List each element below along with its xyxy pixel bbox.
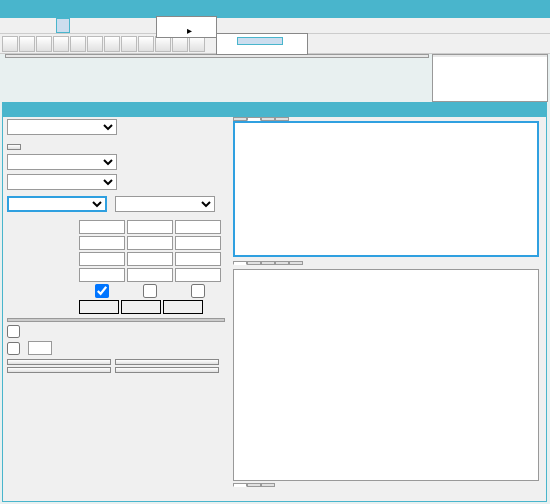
strategy-window [2, 102, 547, 502]
tab-positions[interactable] [233, 117, 247, 121]
risk-s2[interactable] [175, 252, 221, 266]
submenu-create-strategy[interactable] [237, 37, 283, 45]
update-data-button[interactable] [7, 359, 111, 365]
tb-btn-3[interactable] [36, 36, 52, 52]
tb-btn-5[interactable] [70, 36, 86, 52]
btab-price[interactable] [233, 483, 247, 487]
load-strategy-button[interactable] [115, 359, 219, 365]
tb-btn-9[interactable] [138, 36, 154, 52]
price-chart-panel [432, 54, 548, 102]
base-asset-combo[interactable] [7, 196, 107, 212]
color-s2[interactable] [163, 300, 203, 314]
extensions-dropdown [156, 16, 217, 38]
submenu-create-vol-chart[interactable] [237, 45, 283, 51]
greeks-table [7, 318, 225, 322]
vol-fact[interactable] [79, 236, 125, 250]
menu-broker[interactable] [42, 18, 54, 33]
account-combo[interactable] [7, 174, 117, 190]
chart-tab-profit[interactable] [233, 261, 247, 265]
tb-btn-10[interactable] [155, 36, 171, 52]
vol-s2[interactable] [175, 236, 221, 250]
update-market-cb[interactable] [7, 342, 20, 355]
tab-market[interactable] [275, 117, 289, 121]
show-profit-currency-cb[interactable] [7, 325, 20, 338]
params-table-title [6, 55, 428, 57]
tb-btn-7[interactable] [104, 36, 120, 52]
chart-tab-gamma[interactable] [261, 261, 275, 265]
risk-fact[interactable] [79, 252, 125, 266]
dropdown-strategy[interactable] [157, 23, 216, 29]
btab-days[interactable] [247, 483, 261, 487]
price-s2[interactable] [175, 220, 221, 234]
greeks-s1 [116, 320, 170, 321]
tb-btn-12[interactable] [189, 36, 205, 52]
price-chart-title [433, 55, 547, 57]
save-strategy-button[interactable] [115, 367, 219, 373]
chart-cb-s1[interactable] [127, 284, 173, 298]
greeks-coef [9, 320, 63, 321]
chart-tab-delta[interactable] [247, 261, 261, 265]
update-interval[interactable] [28, 341, 52, 355]
menu-bar [0, 18, 550, 34]
date-s1[interactable] [127, 268, 173, 282]
tab-money[interactable] [261, 117, 275, 121]
color-s1[interactable] [121, 300, 161, 314]
date-s2[interactable] [175, 268, 221, 282]
color-fact[interactable] [79, 300, 119, 314]
menu-create-window[interactable] [14, 18, 26, 33]
price-s1[interactable] [127, 220, 173, 234]
instrument-combo[interactable] [115, 196, 215, 212]
risk-s1[interactable] [127, 252, 173, 266]
menu-windows[interactable] [86, 18, 98, 33]
chart-cb-s2[interactable] [175, 284, 221, 298]
close-button[interactable] [7, 367, 111, 373]
tb-btn-1[interactable] [2, 36, 18, 52]
chart-tab-theta[interactable] [275, 261, 289, 265]
chart-cb-fact[interactable] [79, 284, 125, 298]
template-combo[interactable] [7, 119, 117, 135]
load-template-button[interactable] [7, 144, 21, 150]
profit-chart [233, 269, 539, 481]
chart-tab-vega[interactable] [289, 261, 303, 265]
tb-btn-2[interactable] [19, 36, 35, 52]
vol-s1[interactable] [127, 236, 173, 250]
greeks-s2 [170, 320, 224, 321]
menu-extensions[interactable] [56, 18, 70, 33]
tb-btn-8[interactable] [121, 36, 137, 52]
tb-btn-4[interactable] [53, 36, 69, 52]
tb-btn-6[interactable] [87, 36, 103, 52]
tb-btn-11[interactable] [172, 36, 188, 52]
position-table [233, 121, 539, 257]
date-fact[interactable] [79, 268, 125, 282]
greeks-fact [62, 320, 116, 321]
menu-actions[interactable] [28, 18, 40, 33]
menu-system[interactable] [0, 18, 12, 33]
tab-greeks[interactable] [247, 117, 261, 121]
btab-volchange[interactable] [261, 483, 275, 487]
menu-services[interactable] [72, 18, 84, 33]
strategy-title [3, 103, 546, 117]
firm-combo[interactable] [7, 154, 117, 170]
price-fact[interactable] [79, 220, 125, 234]
